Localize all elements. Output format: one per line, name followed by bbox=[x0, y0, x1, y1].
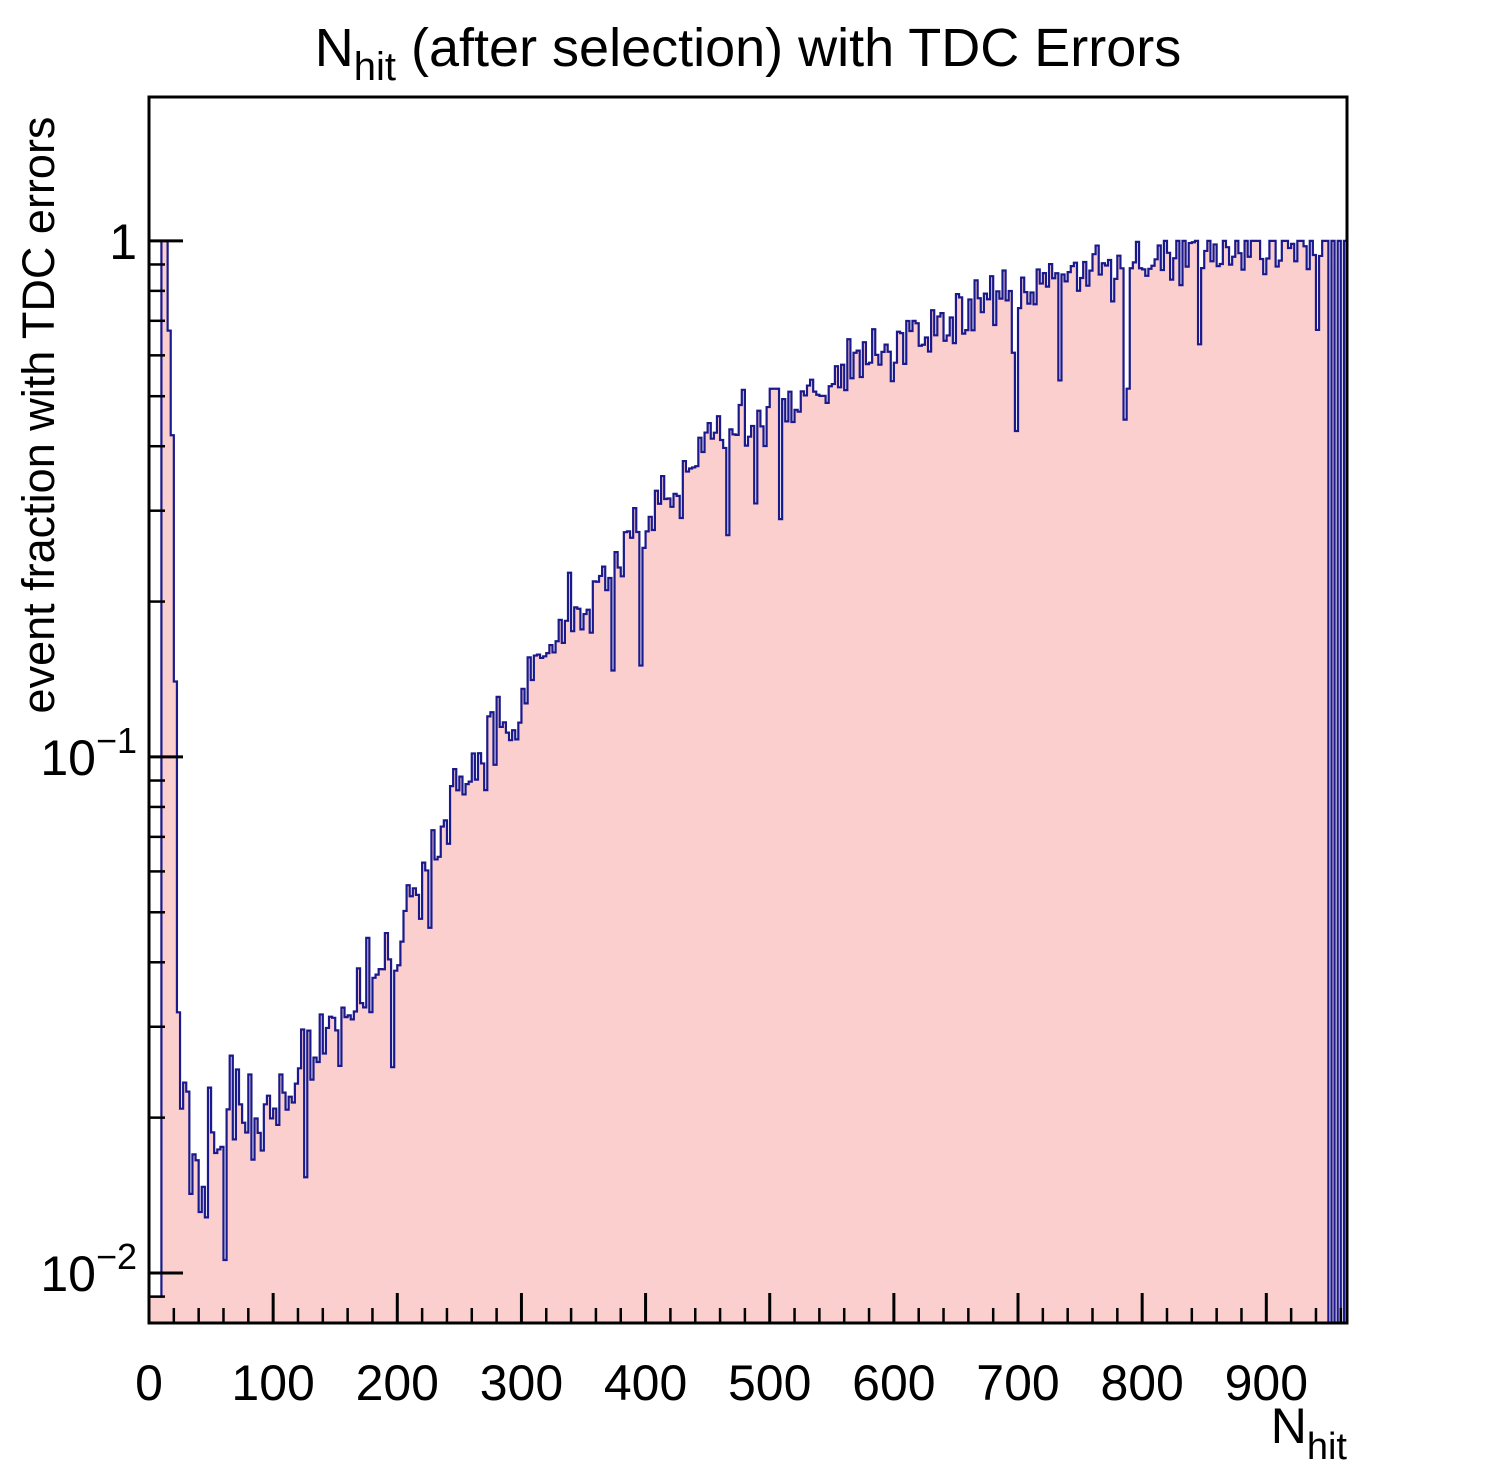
x-axis: 0 100 200 300 400 500 600 700 800 900 bbox=[135, 1293, 1343, 1411]
y-tick-label: 1 bbox=[109, 214, 137, 270]
x-axis-title: Nhit bbox=[1271, 1398, 1348, 1468]
chart-title: Nhit (after selection) with TDC Errors bbox=[315, 18, 1181, 89]
x-tick-label: 600 bbox=[852, 1355, 935, 1411]
y-axis-title: event fraction with TDC errors bbox=[13, 117, 64, 714]
x-tick-label: 500 bbox=[728, 1355, 811, 1411]
plot-frame bbox=[147, 95, 1349, 1325]
histogram-series bbox=[149, 239, 1347, 1323]
x-tick-label: 200 bbox=[356, 1355, 439, 1411]
y-tick-label: 10−1 bbox=[40, 720, 137, 786]
x-tick-label: 700 bbox=[976, 1355, 1059, 1411]
y-tick-label: 10−2 bbox=[40, 1236, 137, 1302]
x-tick-label: 300 bbox=[480, 1355, 563, 1411]
x-tick-label: 900 bbox=[1225, 1355, 1308, 1411]
x-tick-label: 400 bbox=[604, 1355, 687, 1411]
x-tick-label: 800 bbox=[1100, 1355, 1183, 1411]
x-tick-label: 0 bbox=[135, 1355, 163, 1411]
x-tick-label: 100 bbox=[231, 1355, 314, 1411]
y-axis: 1 10−1 10−2 bbox=[40, 214, 183, 1302]
